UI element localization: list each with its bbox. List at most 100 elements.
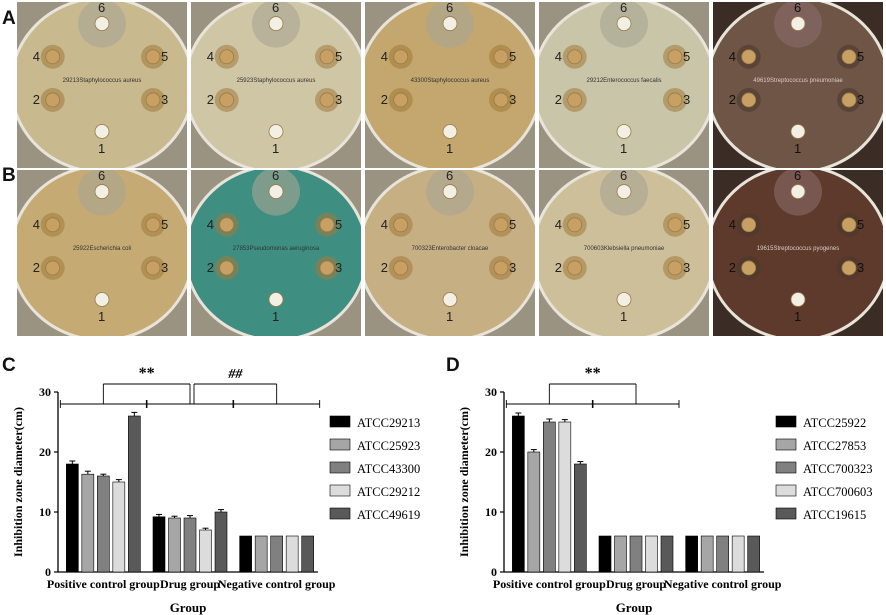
bar xyxy=(700,535,714,573)
y-tick-label: 0 xyxy=(45,565,51,579)
antibiotic-disc xyxy=(741,92,757,108)
organism-label: 43300Staphylococcus aureus xyxy=(410,78,490,85)
antibiotic-disc xyxy=(567,49,583,65)
plate-image xyxy=(365,2,535,168)
antibiotic-disc xyxy=(94,16,110,31)
organism-label: 29212Enterococcus faecalis xyxy=(586,78,662,85)
x-tick-label: Negative control group xyxy=(664,577,782,591)
antibiotic-disc xyxy=(94,292,110,307)
antibiotic-disc xyxy=(790,184,806,199)
disc-number: 5 xyxy=(335,216,343,232)
significance-mark: ** xyxy=(139,365,155,382)
antibiotic-disc xyxy=(790,16,806,31)
legend-swatch xyxy=(775,461,797,474)
disc-number: 5 xyxy=(683,216,691,232)
plate-image xyxy=(713,170,883,336)
disc-number: 3 xyxy=(161,259,169,275)
disc-number: 6 xyxy=(446,2,454,15)
disc-number: 3 xyxy=(161,91,169,107)
bar xyxy=(629,535,643,573)
disc-number: 4 xyxy=(728,216,736,232)
legend-swatch xyxy=(775,484,797,497)
legend-swatch xyxy=(775,415,797,428)
disc-number: 6 xyxy=(272,2,280,15)
bar xyxy=(97,475,110,573)
bar xyxy=(152,516,166,573)
y-tick-label: 30 xyxy=(485,385,497,399)
disc-number: 5 xyxy=(161,48,169,64)
agar-plate: 1 2 3 4 5 6 19615Streptococcus pyogenes xyxy=(713,170,883,336)
bar xyxy=(574,463,587,573)
disc-number: 4 xyxy=(554,48,562,64)
bar xyxy=(81,473,95,573)
organism-label: 25923Staphylococcus aureus xyxy=(236,78,316,85)
disc-number: 1 xyxy=(446,309,454,325)
y-tick-label: 20 xyxy=(485,445,497,459)
legend-label: ATCC49619 xyxy=(357,508,420,522)
agar-plate: 1 2 3 4 5 6 25922Escherichia coli xyxy=(17,170,187,336)
disc-number: 2 xyxy=(554,259,562,275)
disc-number: 1 xyxy=(98,309,106,325)
bar xyxy=(685,535,698,573)
antibiotic-disc xyxy=(790,124,806,139)
disc-number: 4 xyxy=(554,216,562,232)
antibiotic-disc xyxy=(145,49,161,65)
disc-number: 6 xyxy=(620,170,628,183)
disc-number: 3 xyxy=(335,91,343,107)
bar xyxy=(512,415,525,573)
disc-number: 1 xyxy=(794,309,802,325)
organism-label: 19615Streptococcus pyogenes xyxy=(756,246,840,253)
antibiotic-disc xyxy=(667,92,683,108)
bar xyxy=(239,535,252,573)
disc-number: 1 xyxy=(446,141,454,157)
bar xyxy=(254,535,268,573)
organism-label: 29213Staphylococcus aureus xyxy=(62,78,142,85)
antibiotic-disc xyxy=(616,16,632,31)
antibiotic-disc xyxy=(319,49,335,65)
antibiotic-disc xyxy=(616,124,632,139)
antibiotic-disc xyxy=(493,260,509,276)
antibiotic-disc xyxy=(45,49,61,65)
bar xyxy=(747,535,760,573)
antibiotic-disc xyxy=(442,124,458,139)
disc-number: 4 xyxy=(380,216,388,232)
bar xyxy=(199,529,212,573)
chart-d: 0 10 20 30 Inhibition zone diameter(cm) Group… xyxy=(457,365,872,615)
legend-label: ATCC700603 xyxy=(803,485,872,499)
x-axis-label: Group xyxy=(616,600,653,615)
disc-number: 2 xyxy=(380,259,388,275)
antibiotic-disc xyxy=(841,260,857,276)
disc-number: 5 xyxy=(509,216,517,232)
disc-number: 6 xyxy=(794,2,802,15)
disc-number: 6 xyxy=(98,170,106,183)
y-axis-label: Inhibition zone diameter(cm) xyxy=(457,407,471,557)
agar-plate-photos: 1 2 3 4 5 6 29213Staphylococcus aureus 1 2 3 4 5 6 25… xyxy=(17,2,883,336)
disc-number: 3 xyxy=(857,91,865,107)
disc-number: 4 xyxy=(32,48,40,64)
legend-swatch xyxy=(329,415,351,428)
panel-letter-b: B xyxy=(2,165,16,186)
antibiotic-disc xyxy=(268,184,284,199)
disc-number: 5 xyxy=(509,48,517,64)
antibiotic-disc xyxy=(741,260,757,276)
legend-swatch xyxy=(775,438,797,451)
legend-label: ATCC29212 xyxy=(357,485,420,499)
antibiotic-disc xyxy=(741,217,757,233)
agar-plate: 1 2 3 4 5 6 27853Pseudomonas aeruginosa xyxy=(191,170,361,336)
antibiotic-disc xyxy=(94,124,110,139)
disc-number: 5 xyxy=(335,48,343,64)
bar xyxy=(214,511,228,573)
disc-number: 3 xyxy=(683,91,691,107)
agar-plate: 1 2 3 4 5 6 25923Staphylococcus aureus xyxy=(191,2,361,168)
organism-label: 25922Escherichia coli xyxy=(72,246,132,253)
antibiotic-disc xyxy=(94,184,110,199)
bar xyxy=(614,535,627,573)
antibiotic-disc xyxy=(393,49,409,65)
bar xyxy=(128,415,141,573)
disc-number: 6 xyxy=(446,170,454,183)
antibiotic-disc xyxy=(616,184,632,199)
disc-number: 4 xyxy=(728,48,736,64)
legend-label: ATCC19615 xyxy=(803,508,866,522)
bar xyxy=(285,535,299,573)
antibiotic-disc xyxy=(667,217,683,233)
